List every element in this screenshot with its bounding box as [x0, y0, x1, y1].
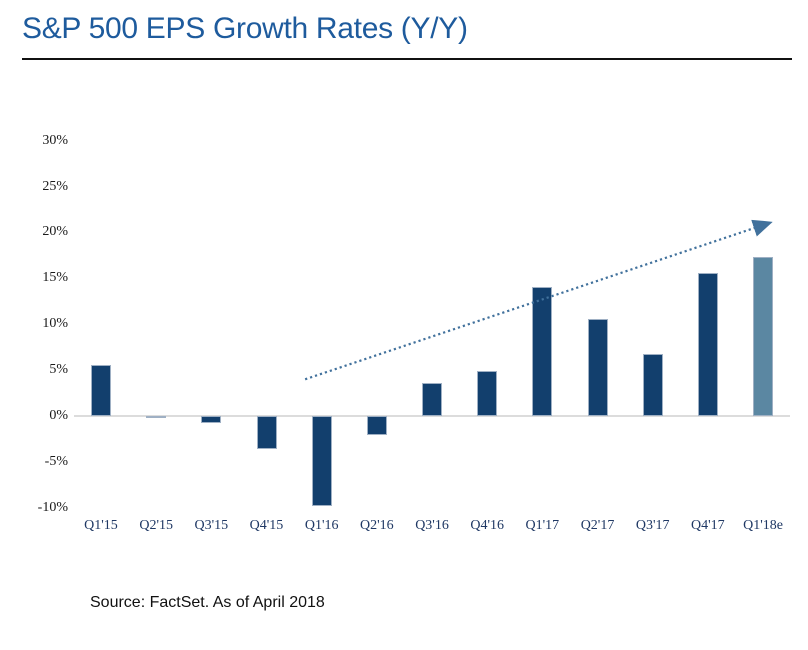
x-tick-label: Q4'16	[470, 518, 504, 533]
y-tick-label: -10%	[37, 499, 68, 515]
x-tick-label: Q1'18e	[743, 518, 783, 533]
x-tick-label: Q4'15	[249, 518, 284, 533]
y-tick-label: 20%	[42, 224, 68, 240]
chart-bar-q1-16	[311, 416, 332, 506]
chart-bar-q2-16	[366, 416, 387, 436]
chart-bar-q1-15	[91, 364, 111, 416]
chart-bar-q3-15	[201, 416, 222, 424]
chart-bar-q3-17	[642, 353, 663, 416]
source-note: Source: FactSet. As of April 2018	[90, 594, 325, 611]
y-tick-label: -5%	[44, 453, 68, 469]
y-tick-label: 25%	[42, 178, 68, 194]
chart-bar-q2-15	[146, 416, 167, 418]
x-tick-label: Q4'17	[691, 518, 725, 533]
x-tick-label: Q3'15	[194, 518, 229, 533]
chart-bar-q1-17	[532, 287, 553, 416]
y-tick-label: 30%	[42, 132, 68, 148]
x-tick-label: Q3'17	[635, 518, 670, 533]
chart-bar-q2-17	[587, 318, 608, 416]
chart-bar-q4-15	[256, 416, 277, 450]
title-underline	[22, 58, 792, 60]
x-tick-label: Q1'17	[525, 518, 560, 533]
x-tick-label: Q2'17	[580, 518, 615, 533]
x-tick-label: Q3'16	[415, 518, 449, 533]
y-tick-label: 5%	[49, 362, 68, 378]
chart-bar-q3-16	[422, 382, 443, 416]
page-title: S&P 500 EPS Growth Rates (Y/Y)	[22, 12, 468, 45]
x-tick-label: Q1'16	[304, 518, 339, 533]
zero-axis-line	[74, 415, 790, 417]
y-tick-label: 0%	[49, 408, 68, 423]
x-tick-label: Q2'15	[139, 518, 173, 533]
chart-bar-q4-16	[477, 371, 498, 416]
y-tick-label: 15%	[42, 270, 68, 286]
y-tick-label: 10%	[42, 316, 68, 332]
x-tick-label: Q1'15	[84, 518, 118, 533]
chart-bar-q1-18e	[753, 257, 774, 416]
x-tick-label: Q2'16	[360, 518, 394, 533]
chart-bar-q4-17	[697, 272, 718, 416]
